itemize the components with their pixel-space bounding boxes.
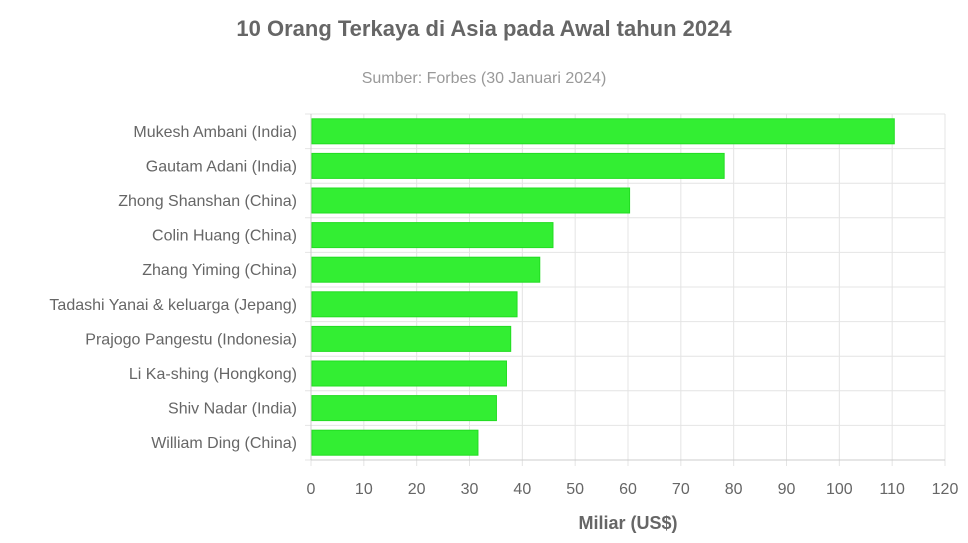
bar bbox=[311, 152, 725, 179]
bar bbox=[311, 222, 554, 249]
chart-title: 10 Orang Terkaya di Asia pada Awal tahun… bbox=[236, 16, 732, 41]
x-tick-label: 70 bbox=[672, 481, 690, 498]
x-tick-label: 100 bbox=[826, 481, 853, 498]
chart-subtitle: Sumber: Forbes (30 Januari 2024) bbox=[361, 70, 607, 87]
category-label: Mukesh Ambani (India) bbox=[133, 124, 297, 141]
bar bbox=[311, 187, 631, 214]
bar bbox=[311, 395, 497, 422]
x-tick-label: 60 bbox=[619, 481, 637, 498]
x-tick-label: 10 bbox=[355, 481, 373, 498]
bar bbox=[311, 118, 895, 145]
x-tick-label: 120 bbox=[932, 481, 959, 498]
x-tick-label: 0 bbox=[307, 481, 316, 498]
x-tick-label: 20 bbox=[408, 481, 426, 498]
category-label: Tadashi Yanai & keluarga (Jepang) bbox=[49, 297, 297, 314]
x-tick-label: 50 bbox=[566, 481, 584, 498]
bar bbox=[311, 360, 507, 387]
category-label: Prajogo Pangestu (Indonesia) bbox=[85, 331, 297, 348]
bar bbox=[311, 325, 512, 352]
category-label: Shiv Nadar (India) bbox=[168, 401, 297, 418]
bar bbox=[311, 256, 541, 283]
x-tick-label: 110 bbox=[879, 481, 905, 498]
x-tick-label: 80 bbox=[725, 481, 743, 498]
x-tick-label: 90 bbox=[778, 481, 796, 498]
x-tick-label: 30 bbox=[461, 481, 479, 498]
x-tick-label: 40 bbox=[513, 481, 531, 498]
category-label: Li Ka-shing (Hongkong) bbox=[129, 366, 297, 383]
category-label: Colin Huang (China) bbox=[152, 228, 297, 245]
bar bbox=[311, 429, 479, 456]
bar bbox=[311, 291, 518, 318]
category-label: William Ding (China) bbox=[151, 435, 297, 452]
category-label: Zhong Shanshan (China) bbox=[118, 193, 297, 210]
category-label: Gautam Adani (India) bbox=[146, 158, 297, 175]
category-label: Zhang Yiming (China) bbox=[142, 262, 297, 279]
x-axis-title: Miliar (US$) bbox=[578, 513, 677, 533]
